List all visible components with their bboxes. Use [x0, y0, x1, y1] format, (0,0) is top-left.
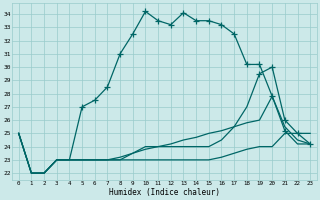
X-axis label: Humidex (Indice chaleur): Humidex (Indice chaleur): [109, 188, 220, 197]
